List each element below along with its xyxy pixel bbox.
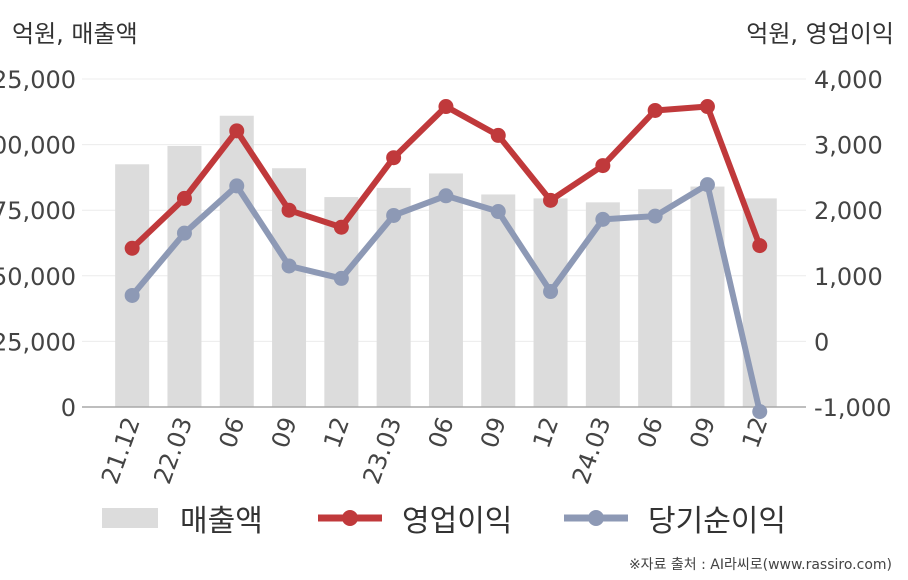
net-income-point-1 bbox=[176, 225, 192, 241]
x-tick-label-0: 21.12 bbox=[96, 413, 146, 487]
right-tick-label-0: -1,000 bbox=[814, 394, 891, 422]
net-income-point-0 bbox=[124, 287, 140, 303]
net-income-point-4 bbox=[333, 270, 349, 286]
net-income-point-10 bbox=[647, 208, 663, 224]
legend-op-income-label: 영업이익 bbox=[402, 504, 513, 539]
op-income-point-8 bbox=[543, 192, 559, 208]
net-income-point-6 bbox=[438, 188, 454, 204]
x-tick-label-10: 06 bbox=[632, 413, 669, 451]
x-tick-label-12: 12 bbox=[737, 413, 774, 451]
op-income-point-6 bbox=[438, 99, 454, 115]
right-tick-label-1: 0 bbox=[814, 328, 829, 356]
revenue-bar-10 bbox=[638, 189, 673, 407]
op-income-point-3 bbox=[281, 202, 297, 218]
net-income-point-9 bbox=[595, 211, 611, 227]
source-note: ※자료 출처 : AI라씨로(www.rassiro.com) bbox=[628, 557, 892, 573]
x-tick-label-9: 24.03 bbox=[567, 413, 617, 487]
right-tick-label-3: 2,000 bbox=[814, 197, 883, 225]
left-tick-label-0: 0 bbox=[61, 394, 76, 422]
op-income-point-7 bbox=[490, 127, 506, 143]
x-tick-label-4: 12 bbox=[318, 413, 355, 451]
x-tick-label-1: 22.03 bbox=[148, 413, 198, 487]
x-tick-label-6: 06 bbox=[423, 413, 460, 451]
net-income-point-12 bbox=[752, 404, 768, 420]
legend-op-income-swatch bbox=[318, 510, 382, 526]
revenue-bar-8 bbox=[533, 198, 568, 407]
net-income-point-8 bbox=[543, 284, 559, 300]
right-tick-label-5: 4,000 bbox=[814, 66, 883, 94]
legend-net-income-swatch bbox=[564, 510, 628, 526]
left-axis-unit: 억원, 매출액 bbox=[12, 20, 138, 48]
x-tick-label-7: 09 bbox=[475, 413, 512, 451]
x-tick-label-8: 12 bbox=[527, 413, 564, 451]
net-income-point-11 bbox=[699, 177, 715, 193]
left-tick-label-5: 125,000 bbox=[0, 66, 76, 94]
right-tick-label-4: 3,000 bbox=[814, 132, 883, 160]
legend-net-income-label: 당기순이익 bbox=[648, 504, 786, 539]
left-tick-label-2: 50,000 bbox=[0, 263, 76, 291]
net-income-point-3 bbox=[281, 258, 297, 274]
op-income-point-9 bbox=[595, 158, 611, 174]
op-income-point-11 bbox=[699, 99, 715, 115]
left-tick-label-1: 25,000 bbox=[0, 328, 76, 356]
right-axis-unit: 억원, 영업이익 bbox=[746, 20, 894, 48]
op-income-point-2 bbox=[229, 123, 245, 139]
op-income-point-1 bbox=[176, 190, 192, 206]
revenue-bar-12 bbox=[742, 198, 777, 407]
legend-net-income: 당기순이익 bbox=[564, 496, 786, 540]
left-tick-label-4: 100,000 bbox=[0, 132, 76, 160]
x-tick-label-3: 09 bbox=[266, 413, 303, 451]
x-tick-label-11: 09 bbox=[684, 413, 721, 451]
op-income-point-4 bbox=[333, 219, 349, 235]
op-income-point-12 bbox=[752, 238, 768, 254]
revenue-bar-1 bbox=[167, 145, 202, 408]
legend-revenue-label: 매출액 bbox=[180, 504, 263, 539]
revenue-bar-2 bbox=[219, 115, 254, 408]
net-income-point-7 bbox=[490, 204, 506, 220]
op-income-point-0 bbox=[124, 240, 140, 256]
net-income-point-5 bbox=[386, 207, 402, 223]
right-tick-label-2: 1,000 bbox=[814, 263, 883, 291]
revenue-bar-6 bbox=[428, 173, 463, 407]
legend-op-income: 영업이익 bbox=[318, 496, 512, 540]
x-tick-label-2: 06 bbox=[214, 413, 251, 451]
revenue-bar-11 bbox=[690, 186, 725, 407]
net-income-point-2 bbox=[229, 178, 245, 194]
left-tick-label-3: 75,000 bbox=[0, 197, 76, 225]
legend-revenue: 매출액 bbox=[100, 496, 263, 540]
op-income-point-10 bbox=[647, 102, 663, 118]
x-tick-label-5: 23.03 bbox=[357, 413, 407, 487]
op-income-point-5 bbox=[386, 150, 402, 166]
legend-revenue-swatch bbox=[102, 508, 158, 528]
